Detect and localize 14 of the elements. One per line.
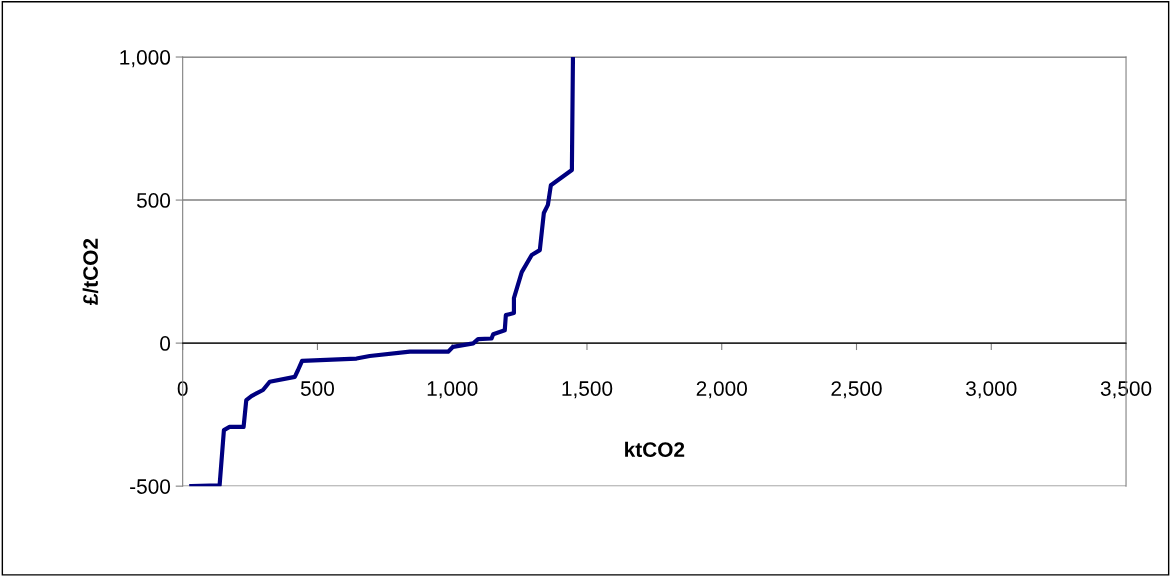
x-tick-label: 3,500 (1100, 381, 1152, 399)
x-tick-label: 2,500 (831, 381, 882, 399)
x-tick-label: 2,000 (696, 381, 747, 399)
y-tick-label: 0 (160, 336, 171, 351)
y-tick-label: 1,000 (120, 50, 171, 68)
x-axis-title: ktCO2 (625, 441, 685, 457)
x-tick-label: 500 (300, 381, 335, 396)
x-tick-label: 1,000 (427, 381, 478, 399)
y-tick-label: -500 (130, 479, 171, 494)
y-tick-label: 500 (136, 193, 171, 208)
x-tick-label: 1,500 (562, 381, 613, 399)
y-axis-title: £/tCO2 (82, 238, 99, 305)
x-tick-label: 3,000 (966, 381, 1017, 399)
x-tick-label: 0 (177, 381, 188, 396)
